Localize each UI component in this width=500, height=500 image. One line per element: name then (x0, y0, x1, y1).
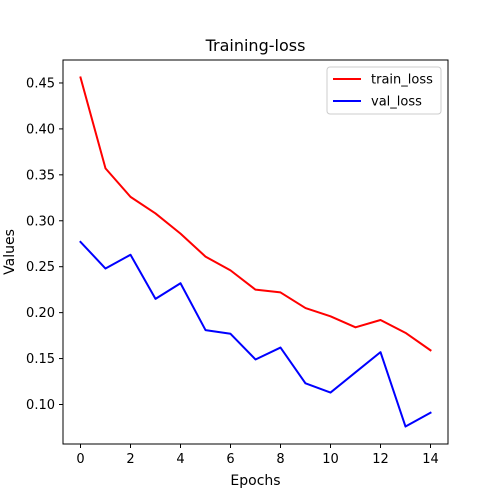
x-axis-label: Epochs (230, 473, 280, 489)
y-tick-label: 0.30 (26, 214, 55, 229)
series-line-val-loss (79, 240, 432, 428)
y-tick-label: 0.20 (26, 306, 55, 321)
axis-ticks: 0 2 4 6 8 10 12 14 0.10 0.15 0.20 0.25 0.30 0.35 0.40 0… (26, 76, 439, 467)
series-line-train-loss (79, 76, 432, 352)
y-tick-label: 0.10 (26, 398, 55, 413)
x-tick-label: 0 (76, 452, 84, 467)
x-tick-label: 12 (372, 452, 389, 467)
plot-area (79, 76, 432, 428)
y-tick-label: 0.25 (26, 260, 55, 275)
legend: train_loss val_loss (326, 66, 442, 115)
x-tick-label: 4 (176, 452, 184, 467)
legend-label-train-loss: train_loss (371, 73, 433, 88)
x-tick-label: 6 (226, 452, 234, 467)
chart-title: Training-loss (205, 36, 306, 55)
plot-frame (62, 59, 449, 445)
x-tick-label: 14 (422, 452, 439, 467)
y-tick-label: 0.40 (26, 122, 55, 137)
y-axis-label: Values (2, 229, 18, 275)
legend-label-val-loss: val_loss (371, 95, 422, 110)
x-tick-label: 10 (322, 452, 339, 467)
x-tick-label: 8 (276, 452, 284, 467)
y-tick-label: 0.15 (26, 352, 55, 367)
x-tick-label: 2 (126, 452, 134, 467)
y-tick-label: 0.45 (26, 76, 55, 91)
y-tick-label: 0.35 (26, 168, 55, 183)
